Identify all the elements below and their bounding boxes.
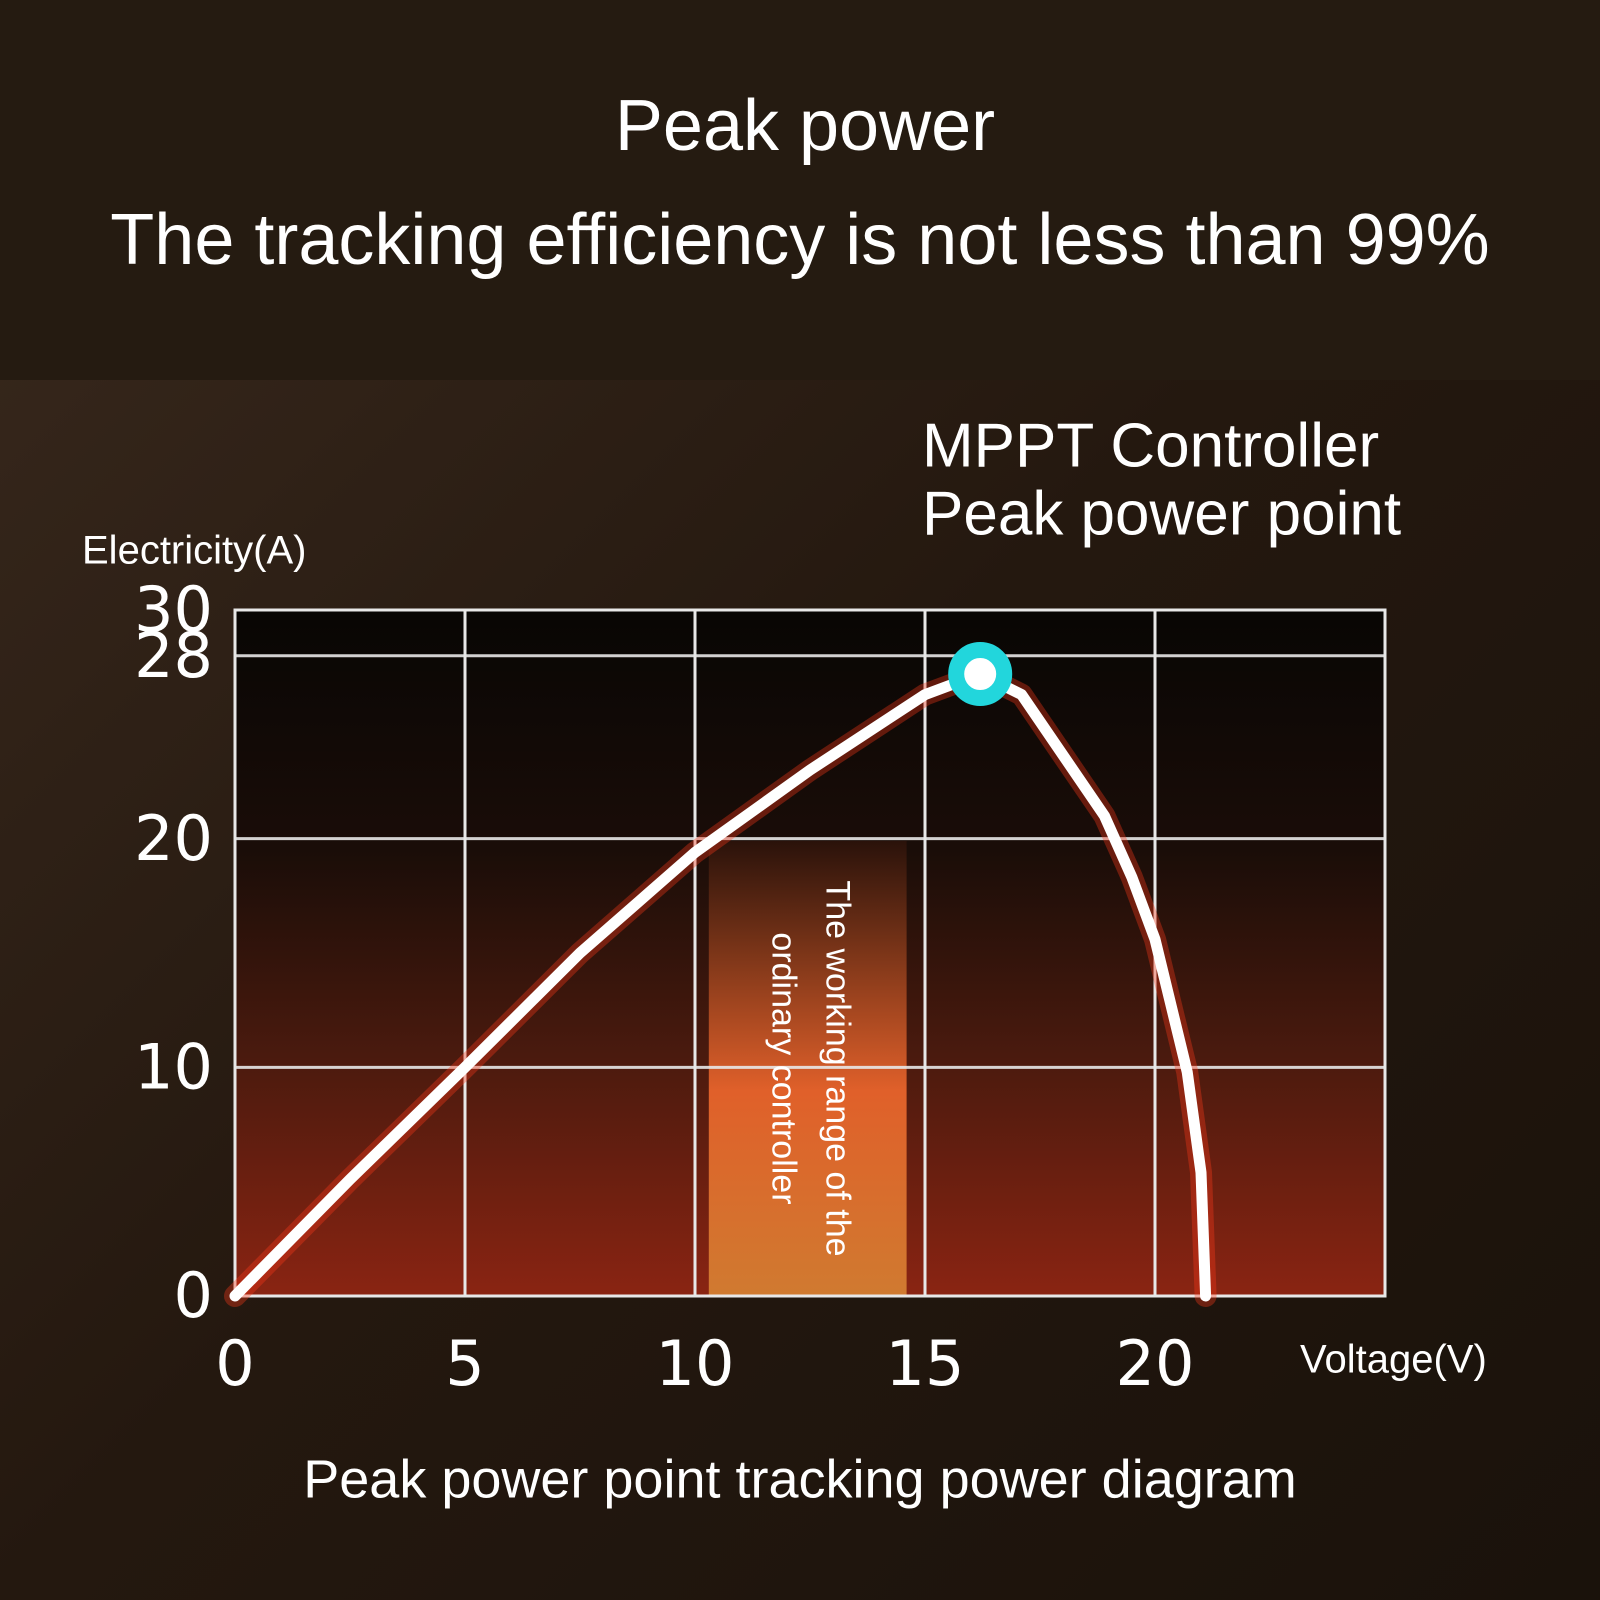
range-band-label-line: The working range of the	[819, 880, 857, 1256]
range-band-label-line: ordinary controller	[765, 932, 803, 1204]
peak-point-label: Peak power point	[922, 479, 1401, 548]
x-tick-label: 0	[215, 1327, 254, 1400]
x-axis-label: Voltage(V)	[1300, 1338, 1487, 1382]
y-tick-label: 10	[134, 1030, 213, 1103]
peak-point	[948, 642, 1013, 707]
y-tick-label: 30	[134, 573, 213, 646]
y-tick-label: 0	[174, 1259, 213, 1332]
x-tick-label: 15	[886, 1327, 965, 1400]
y-axis-label: Electricity(A)	[82, 529, 306, 573]
peak-point-label: MPPT Controller	[922, 411, 1379, 480]
plot-frame	[233, 608, 1387, 1298]
subtitle: The tracking efficiency is not less than…	[110, 200, 1489, 280]
x-tick-label: 20	[1116, 1327, 1195, 1400]
y-tick-label: 20	[134, 802, 213, 875]
range-band-label: The working range of the ordinary control…	[765, 880, 857, 1256]
header-band	[0, 0, 1600, 380]
x-tick-label: 10	[656, 1327, 735, 1400]
x-tick-label: 5	[445, 1327, 484, 1400]
caption: Peak power point tracking power diagram	[303, 1449, 1297, 1509]
y-tick-label: 28	[134, 619, 213, 692]
title: Peak power	[615, 86, 995, 166]
